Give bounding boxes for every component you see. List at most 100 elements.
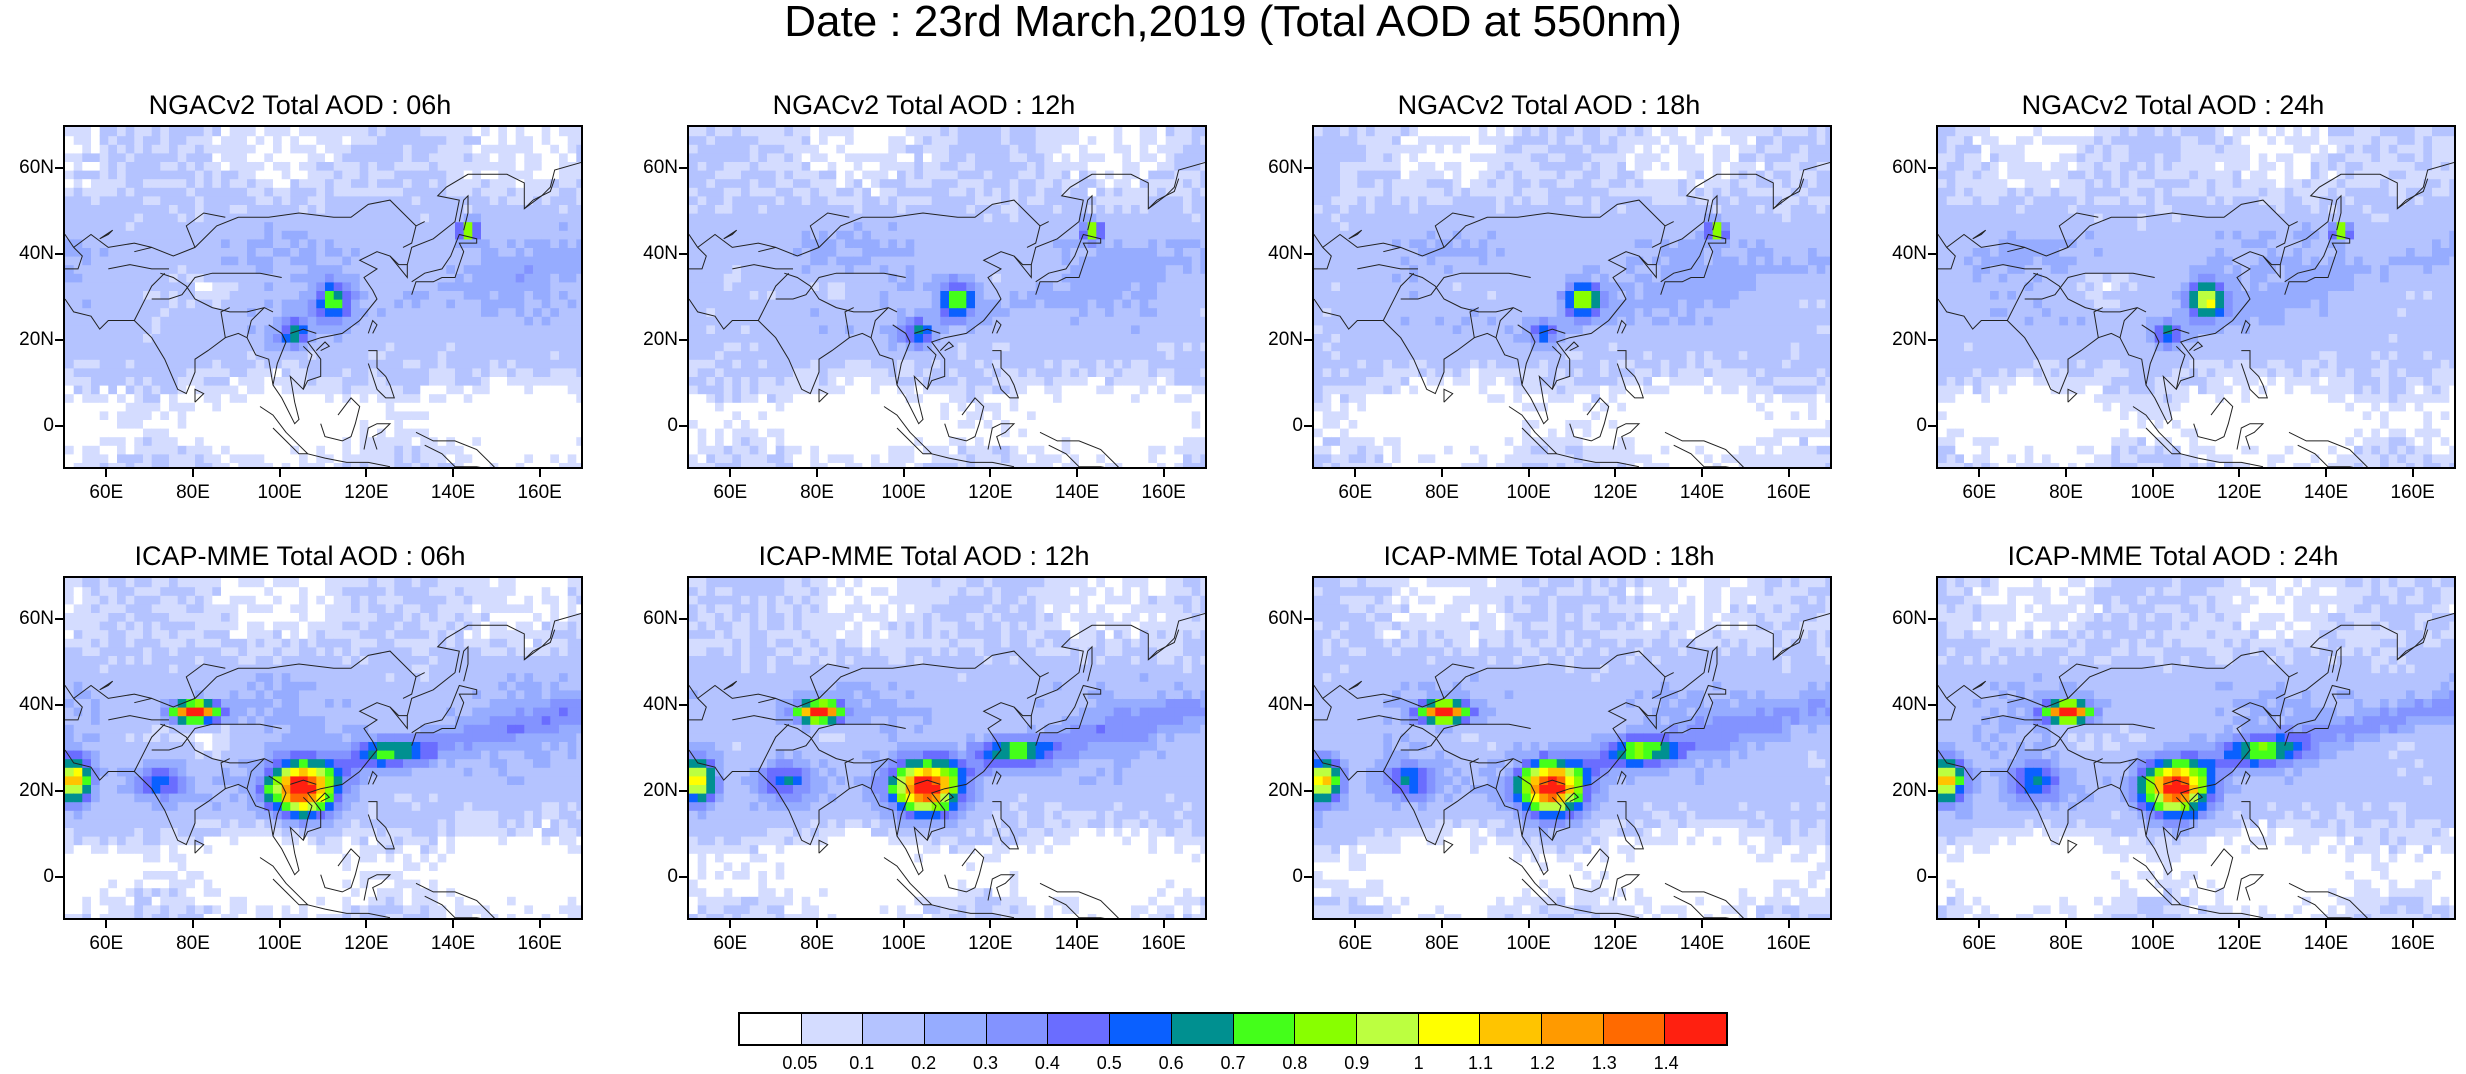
aod-cell bbox=[1044, 170, 1053, 179]
aod-cell bbox=[152, 153, 161, 162]
aod-cell bbox=[1053, 342, 1062, 351]
aod-cell bbox=[559, 230, 568, 239]
aod-cell bbox=[100, 222, 109, 231]
aod-cell bbox=[247, 230, 256, 239]
aod-cell bbox=[1079, 411, 1088, 420]
aod-cell bbox=[1062, 136, 1071, 145]
aod-cell bbox=[1131, 428, 1140, 437]
aod-cell bbox=[940, 196, 949, 205]
aod-cell bbox=[888, 256, 897, 265]
aod-cell bbox=[862, 462, 871, 469]
aod-cell bbox=[230, 437, 239, 446]
aod-cell bbox=[472, 256, 481, 265]
aod-cell bbox=[741, 445, 750, 454]
aod-cell bbox=[143, 462, 152, 469]
aod-cell bbox=[230, 153, 239, 162]
aod-cell bbox=[169, 153, 178, 162]
aod-cell bbox=[1140, 247, 1149, 256]
aod-cell bbox=[126, 290, 135, 299]
aod-cell bbox=[386, 411, 395, 420]
aod-cell bbox=[507, 127, 516, 136]
aod-cell bbox=[871, 247, 880, 256]
aod-cell bbox=[100, 454, 109, 463]
aod-cell bbox=[923, 127, 932, 136]
aod-cell bbox=[186, 351, 195, 360]
aod-cell bbox=[299, 411, 308, 420]
aod-cell bbox=[992, 454, 1001, 463]
aod-cell bbox=[966, 265, 975, 274]
aod-cell bbox=[862, 316, 871, 325]
lat-tick-label: 0 bbox=[12, 416, 54, 436]
aod-cell bbox=[1122, 299, 1131, 308]
aod-cell bbox=[689, 170, 698, 179]
aod-cell bbox=[316, 144, 325, 153]
aod-cell bbox=[819, 196, 828, 205]
aod-cell bbox=[732, 127, 741, 136]
aod-cell bbox=[758, 454, 767, 463]
aod-cell bbox=[1122, 196, 1131, 205]
aod-cell bbox=[802, 445, 811, 454]
aod-cell bbox=[533, 394, 542, 403]
aod-cell bbox=[360, 462, 369, 469]
aod-cell bbox=[871, 170, 880, 179]
aod-cell bbox=[880, 144, 889, 153]
aod-cell bbox=[949, 256, 958, 265]
aod-cell bbox=[403, 462, 412, 469]
aod-cell bbox=[403, 394, 412, 403]
aod-cell bbox=[230, 385, 239, 394]
aod-cell bbox=[386, 428, 395, 437]
aod-cell bbox=[1131, 454, 1140, 463]
aod-cell bbox=[412, 161, 421, 170]
aod-cell bbox=[117, 325, 126, 334]
aod-cell bbox=[1192, 437, 1201, 446]
aod-cell bbox=[819, 325, 828, 334]
aod-cell bbox=[1192, 196, 1201, 205]
aod-cell bbox=[74, 454, 83, 463]
aod-cell bbox=[845, 325, 854, 334]
aod-cell bbox=[420, 196, 429, 205]
aod-cell bbox=[1200, 394, 1207, 403]
aod-cell bbox=[1044, 230, 1053, 239]
aod-cell bbox=[455, 411, 464, 420]
aod-cell bbox=[784, 437, 793, 446]
aod-cell bbox=[992, 179, 1001, 188]
aod-cell bbox=[134, 299, 143, 308]
aod-cell bbox=[1105, 127, 1114, 136]
aod-cell bbox=[1044, 290, 1053, 299]
aod-cell bbox=[325, 325, 334, 334]
aod-cell bbox=[342, 273, 351, 282]
aod-cell bbox=[126, 437, 135, 446]
aod-cell bbox=[949, 273, 958, 282]
aod-cell bbox=[438, 342, 447, 351]
aod-cell bbox=[160, 454, 169, 463]
aod-cell bbox=[542, 290, 551, 299]
aod-cell bbox=[1010, 351, 1019, 360]
aod-cell bbox=[1044, 325, 1053, 334]
aod-cell bbox=[490, 325, 499, 334]
aod-cell bbox=[949, 153, 958, 162]
aod-cell bbox=[1131, 273, 1140, 282]
aod-cell bbox=[1122, 368, 1131, 377]
aod-cell bbox=[715, 445, 724, 454]
aod-cell bbox=[429, 187, 438, 196]
aod-cell bbox=[880, 419, 889, 428]
aod-cell bbox=[1166, 282, 1175, 291]
aod-cell bbox=[238, 204, 247, 213]
aod-cell bbox=[1148, 359, 1157, 368]
aod-cell bbox=[715, 179, 724, 188]
aod-cell bbox=[1088, 316, 1097, 325]
aod-cell bbox=[446, 428, 455, 437]
aod-cell bbox=[498, 316, 507, 325]
aod-cell bbox=[793, 359, 802, 368]
aod-cell bbox=[1070, 265, 1079, 274]
aod-cell bbox=[1314, 351, 1323, 360]
aod-cell bbox=[1096, 265, 1105, 274]
aod-cell bbox=[325, 299, 334, 308]
aod-cell bbox=[776, 445, 785, 454]
aod-cell bbox=[533, 290, 542, 299]
aod-cell bbox=[550, 230, 559, 239]
aod-cell bbox=[524, 325, 533, 334]
aod-cell bbox=[1105, 385, 1114, 394]
aod-cell bbox=[767, 153, 776, 162]
aod-cell bbox=[516, 196, 525, 205]
